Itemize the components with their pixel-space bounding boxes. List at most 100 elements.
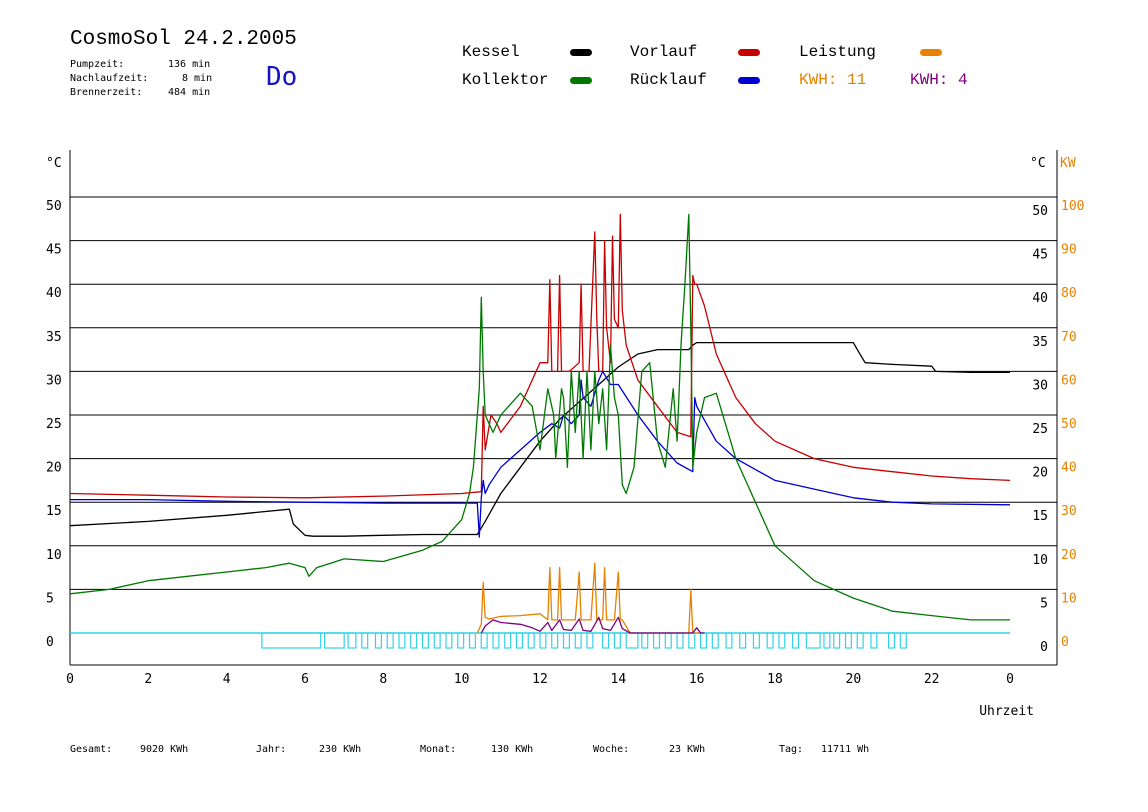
pump-interval-34 [739, 632, 747, 649]
x-tick-2: 4 [223, 672, 231, 687]
x-tick-12: 0 [1006, 672, 1014, 687]
page-title: CosmoSol 24.2.2005 [70, 28, 297, 51]
pump-interval-6 [398, 632, 406, 649]
y2-tick-10: 10 [1061, 591, 1077, 606]
pump-interval-41 [833, 632, 841, 649]
pump-interval-28 [664, 632, 672, 649]
footer-jahr-label: Jahr: [256, 744, 287, 755]
series-line-kessel [69, 341, 1010, 537]
y2-tick-30: 30 [1061, 504, 1077, 519]
pump-interval-20 [562, 632, 570, 649]
pump-interval-35 [752, 632, 760, 649]
y2-tick-20: 20 [1061, 548, 1077, 563]
y2-tick-50: 50 [1061, 417, 1077, 432]
brenner-label: Brennerzeit: [70, 87, 143, 98]
legend-ruecklauf: Rücklauf [630, 71, 707, 89]
series-line-kwh-2 [480, 616, 705, 634]
pump-interval-44 [870, 632, 878, 649]
pump-interval-37 [778, 632, 786, 649]
legend-kwh-total: KWH: 11 [799, 71, 867, 89]
pump-interval-11 [457, 632, 465, 649]
legend-kollektor-swatch [570, 77, 592, 84]
y-tick-right-30: 30 [1032, 378, 1048, 393]
pump-interval-2 [347, 632, 357, 649]
y-tick-right-15: 15 [1032, 509, 1048, 524]
legend-vorlauf: Vorlauf [630, 43, 698, 61]
pump-interval-13 [480, 632, 488, 649]
x-tick-0: 0 [66, 672, 74, 687]
pump-interval-33 [725, 632, 733, 649]
y-tick-left-10: 10 [46, 548, 62, 563]
footer-woche-label: Woche: [593, 744, 630, 755]
y-tick-left-20: 20 [46, 461, 62, 476]
y2-tick-70: 70 [1061, 330, 1077, 345]
y-tick-right-50: 50 [1032, 204, 1048, 219]
y-tick-left-0: 0 [46, 635, 54, 650]
y-tick-left-45: 45 [46, 243, 62, 258]
pump-interval-9 [433, 632, 441, 649]
pump-interval-8 [421, 632, 429, 649]
pump-interval-18 [539, 632, 547, 649]
pump-interval-22 [586, 632, 594, 649]
pumpzeit-label: Pumpzeit: [70, 59, 125, 70]
pump-interval-3 [361, 632, 369, 649]
legend-kessel: Kessel [462, 43, 520, 61]
y-tick-left-40: 40 [46, 286, 62, 301]
pump-interval-23 [602, 632, 610, 649]
legend-leistung: Leistung [799, 43, 876, 61]
legend-kwh-second: KWH: 4 [910, 71, 968, 89]
y2-tick-40: 40 [1061, 461, 1077, 476]
legend-kollektor: Kollektor [462, 71, 549, 89]
pump-interval-29 [676, 632, 684, 649]
pump-interval-38 [792, 632, 800, 649]
x-tick-7: 14 [611, 672, 627, 687]
x-tick-10: 20 [846, 672, 862, 687]
y-tick-right-10: 10 [1032, 553, 1048, 568]
pump-interval-17 [527, 632, 535, 649]
y-tick-left-25: 25 [46, 417, 62, 432]
series-line-kollektor [69, 213, 1010, 621]
x-tick-3: 6 [301, 672, 309, 687]
pump-interval-39 [805, 632, 821, 649]
footer-tag-value: 11711 Wh [821, 744, 870, 755]
legend-kessel-swatch [570, 49, 592, 56]
y-tick-right-35: 35 [1032, 335, 1048, 350]
pump-interval-36 [766, 632, 774, 649]
brenner-value: 484 min [168, 87, 211, 98]
footer-monat-value: 130 KWh [491, 744, 534, 755]
pump-interval-15 [504, 632, 512, 649]
y-tick-left-5: 5 [46, 591, 54, 606]
x-tick-1: 2 [144, 672, 152, 687]
pump-interval-21 [574, 632, 582, 649]
pump-interval-30 [688, 632, 696, 649]
series-line-vorlauf [69, 213, 1011, 499]
pump-interval-14 [492, 632, 500, 649]
pump-interval-12 [468, 632, 476, 649]
pump-interval-25 [625, 632, 639, 649]
footer-woche-value: 23 KWh [669, 744, 706, 755]
pump-interval-4 [374, 632, 382, 649]
x-tick-6: 12 [532, 672, 548, 687]
pump-interval-24 [613, 632, 621, 649]
pump-interval-19 [551, 632, 559, 649]
y-tick-right-20: 20 [1032, 466, 1048, 481]
y-tick-right-0: 0 [1040, 640, 1048, 655]
nachlauf-label: Nachlaufzeit: [70, 73, 149, 84]
y-axis-unit-right: °C [1030, 156, 1046, 171]
y-axis-unit-left: °C [46, 156, 62, 171]
y-tick-right-25: 25 [1032, 422, 1048, 437]
series-line-r-cklauf [70, 370, 1011, 538]
pump-interval-45 [887, 632, 896, 649]
y2-tick-80: 80 [1061, 286, 1077, 301]
pump-interval-5 [386, 632, 394, 649]
y-tick-left-30: 30 [46, 373, 62, 388]
y-tick-left-50: 50 [46, 199, 62, 214]
y-tick-right-5: 5 [1040, 596, 1048, 611]
pumpzeit-value: 136 min [168, 59, 211, 70]
footer-gesamt-value: 9020 KWh [140, 744, 189, 755]
footer-tag-label: Tag: [779, 744, 804, 755]
legend-ruecklauf-swatch [738, 77, 760, 84]
pump-interval-1 [323, 632, 345, 649]
x-tick-4: 8 [379, 672, 387, 687]
y2-tick-100: 100 [1061, 199, 1084, 214]
